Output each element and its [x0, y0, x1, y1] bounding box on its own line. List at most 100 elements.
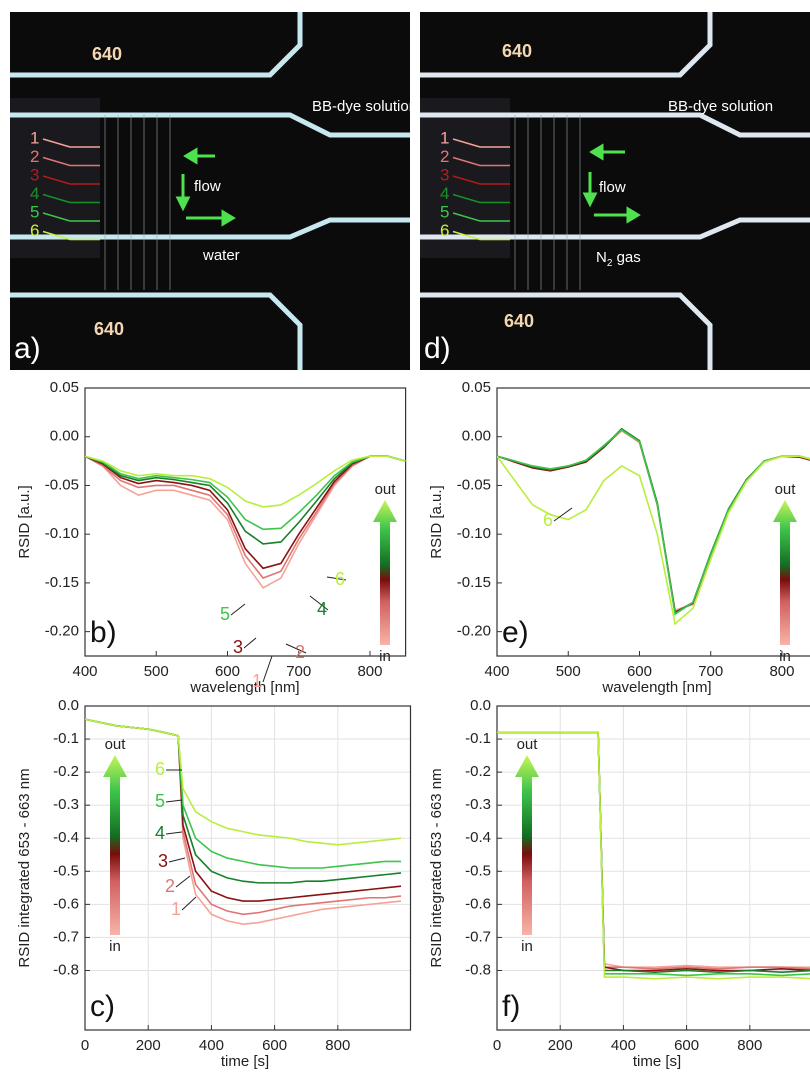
channel-leader	[452, 230, 510, 241]
colorbar-top: out	[105, 736, 127, 753]
label-leader	[285, 643, 307, 654]
colorbar-arrow	[773, 500, 797, 645]
label-leader	[181, 896, 197, 911]
channel-leader	[452, 175, 510, 185]
x-tick-label: 800	[769, 663, 794, 680]
channel-label: 2	[440, 147, 449, 166]
y-tick-label: -0.6	[465, 895, 491, 912]
y-axis-label: RSID integrated 653 - 663 nm	[428, 768, 445, 967]
data-line	[85, 718, 402, 926]
data-line	[85, 718, 402, 846]
series-label: 6	[155, 759, 165, 779]
label-leader	[553, 507, 573, 522]
y-tick-label: 0.0	[58, 697, 79, 714]
chip-mark: 640	[94, 319, 124, 339]
channel-label: 3	[30, 165, 39, 184]
panel-label: d)	[424, 332, 451, 365]
colorbar-arrow	[515, 755, 539, 935]
x-tick-label: 600	[215, 663, 240, 680]
x-tick-label: 700	[698, 663, 723, 680]
series-label: 5	[220, 604, 230, 624]
y-tick-label: -0.5	[465, 862, 491, 879]
chip-mark: 640	[502, 41, 532, 61]
colorbar-top: out	[517, 736, 539, 753]
x-tick-label: 800	[357, 663, 382, 680]
data-line	[497, 731, 810, 970]
label-leader	[243, 637, 257, 649]
channel-leader	[42, 156, 100, 167]
panel-label: e)	[502, 616, 529, 649]
data-line	[497, 428, 810, 616]
data-line	[497, 455, 810, 626]
x-tick-label: 500	[144, 663, 169, 680]
channel-label: 4	[30, 184, 39, 203]
outlet-text: N	[596, 249, 607, 266]
channel-label: 1	[30, 128, 39, 147]
y-tick-label: -0.8	[53, 961, 79, 978]
photo-a	[10, 12, 410, 370]
y-tick-label: -0.05	[457, 476, 491, 493]
y-tick-label: -0.7	[53, 928, 79, 945]
data-line	[85, 455, 406, 579]
label-leader	[168, 857, 186, 863]
channel-label: 1	[440, 128, 449, 147]
channel-label: 3	[440, 165, 449, 184]
x-tick-label: 600	[627, 663, 652, 680]
x-tick-label: 800	[737, 1037, 762, 1054]
x-axis-label: wavelength [nm]	[601, 679, 711, 696]
channel-leader	[452, 156, 510, 167]
panel-label: b)	[90, 616, 117, 649]
colorbar-bottom: in	[521, 938, 533, 955]
series-label: 4	[317, 599, 327, 619]
channel-label: 4	[440, 184, 449, 203]
data-line	[497, 731, 810, 972]
y-tick-label: 0.00	[50, 428, 79, 445]
plot-frame	[496, 387, 810, 657]
x-axis-label: time [s]	[221, 1053, 269, 1070]
outlet-suffix: gas	[612, 249, 640, 266]
inlet-label: BB-dye solution	[312, 98, 417, 115]
colorbar-arrow	[103, 755, 127, 935]
x-tick-label: 500	[556, 663, 581, 680]
y-tick-label: -0.1	[53, 730, 79, 747]
data-line	[85, 455, 406, 589]
plot-frame	[84, 705, 412, 1031]
channel-leader	[42, 230, 100, 241]
x-axis-label: time [s]	[633, 1053, 681, 1070]
colorbar-bottom: in	[109, 938, 121, 955]
y-tick-label: -0.4	[53, 829, 79, 846]
y-tick-label: -0.5	[53, 862, 79, 879]
y-tick-label: -0.20	[457, 623, 491, 640]
plot-frame	[84, 387, 407, 657]
x-tick-label: 400	[199, 1037, 224, 1054]
label-leader	[262, 655, 273, 683]
outlet-subscript: 2	[607, 258, 613, 269]
y-tick-label: -0.10	[457, 525, 491, 542]
panel-label: f)	[502, 990, 520, 1023]
series-label: 6	[543, 510, 553, 530]
channel-label: 5	[30, 202, 39, 221]
channel-leader	[42, 175, 100, 185]
x-tick-label: 600	[674, 1037, 699, 1054]
y-tick-label: -0.3	[53, 796, 79, 813]
y-tick-label: -0.1	[465, 730, 491, 747]
data-line	[497, 731, 810, 973]
channel-label: 5	[440, 202, 449, 221]
y-axis-label: RSID [a.u.]	[428, 485, 445, 558]
data-line	[85, 455, 406, 570]
x-axis-label: wavelength [nm]	[189, 679, 299, 696]
x-tick-label: 400	[72, 663, 97, 680]
y-axis-label: RSID integrated 653 - 663 nm	[16, 768, 33, 967]
flow-label: flow	[599, 179, 626, 196]
flow-label: flow	[194, 178, 221, 195]
plot-frame	[496, 705, 810, 1031]
channel-label: 6	[440, 221, 449, 240]
series-label: 3	[158, 851, 168, 871]
channel-leader	[452, 212, 510, 222]
x-tick-label: 200	[136, 1037, 161, 1054]
inlet-label: BB-dye solution	[668, 98, 773, 115]
channel-leader	[42, 193, 100, 204]
y-tick-label: -0.15	[45, 574, 79, 591]
